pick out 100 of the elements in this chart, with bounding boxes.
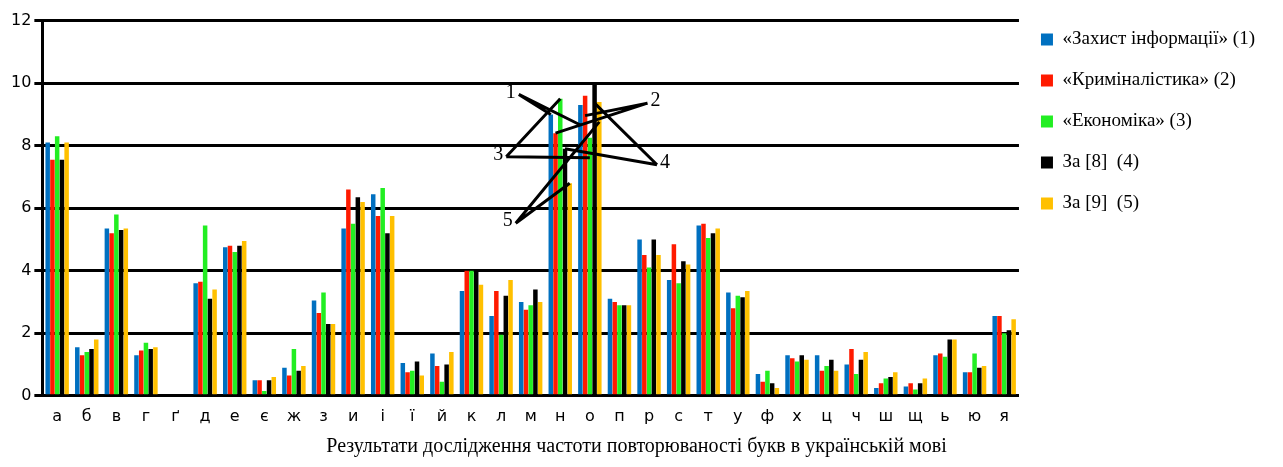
bar — [701, 223, 706, 395]
x-tick-label: ц — [821, 405, 833, 425]
x-tick-label: ф — [760, 405, 775, 425]
bar — [223, 247, 228, 395]
y-tick-label: 6 — [21, 197, 32, 217]
x-tick-label: з — [319, 405, 328, 425]
bar — [282, 367, 287, 395]
y-tick-label: 0 — [21, 384, 32, 404]
bar — [726, 292, 731, 395]
bar — [642, 255, 647, 395]
bar — [464, 270, 469, 395]
bar — [360, 201, 365, 395]
bar — [75, 347, 80, 395]
bar — [469, 270, 474, 395]
bar — [908, 383, 913, 395]
bar — [933, 355, 938, 395]
x-tick-label: г — [141, 405, 151, 425]
bar — [597, 101, 602, 395]
bar — [893, 372, 898, 395]
bar — [617, 305, 622, 395]
x-tick-label: р — [643, 405, 655, 425]
bar — [153, 347, 158, 395]
annotation: 1 — [505, 79, 516, 102]
bar — [64, 142, 69, 395]
y-tick-label: 2 — [21, 322, 32, 342]
x-tick-label: б — [81, 405, 92, 425]
bar — [715, 228, 720, 395]
bar — [676, 283, 681, 395]
x-tick-label: я — [999, 405, 1009, 425]
bar — [430, 353, 435, 395]
x-tick-label: х — [792, 405, 802, 425]
x-tick-label: д — [199, 405, 211, 425]
x-tick-label: ґ — [171, 405, 180, 425]
bar — [301, 366, 306, 395]
x-tick-label: ш — [878, 405, 894, 425]
bar — [997, 316, 1002, 395]
x-tick-label: у — [733, 405, 743, 425]
bar — [745, 291, 750, 395]
bar — [257, 380, 262, 395]
bar — [410, 370, 415, 395]
bar — [508, 280, 513, 395]
bar — [50, 159, 55, 395]
x-tick-label: т — [703, 405, 713, 425]
bar — [553, 133, 558, 395]
bar — [45, 142, 50, 395]
bar — [760, 381, 765, 395]
bar — [321, 292, 326, 395]
bar — [612, 302, 617, 395]
annotation: 4 — [659, 150, 670, 173]
bar — [528, 305, 533, 395]
bar — [874, 387, 879, 395]
bar — [785, 355, 790, 395]
text: Результати дослідження частоти повторюваності букв в українській мові — [326, 434, 948, 458]
bar — [824, 366, 829, 395]
bar — [1011, 319, 1016, 395]
bar — [449, 352, 454, 395]
bar — [903, 386, 909, 395]
x-tick-label: е — [229, 405, 240, 425]
x-tick-label: є — [259, 405, 269, 425]
bar — [405, 372, 410, 395]
bar — [765, 370, 770, 395]
bar — [637, 239, 642, 395]
bar — [262, 391, 267, 395]
legend-label: «Економіка» (3) — [1062, 109, 1192, 132]
bar — [232, 251, 237, 395]
bar — [578, 105, 583, 395]
x-tick-label: с — [674, 405, 684, 425]
bar — [913, 389, 918, 395]
x-tick-label: й — [436, 405, 448, 425]
x-tick-label: і — [380, 405, 385, 425]
bar — [341, 228, 346, 395]
legend-label: За [8] (4) — [1062, 150, 1139, 173]
y-tick-label: 10 — [11, 72, 32, 92]
x-tick-label: к — [466, 405, 477, 425]
bar — [346, 189, 351, 395]
bar — [494, 291, 499, 395]
y-tick-label: 4 — [21, 259, 32, 279]
annotation: 5 — [502, 208, 513, 231]
x-tick-label: н — [555, 405, 566, 425]
bar — [558, 98, 563, 395]
bar — [972, 353, 977, 395]
x-tick-label: ч — [851, 405, 861, 425]
x-tick-label: а — [52, 405, 63, 425]
y-tick-label: 8 — [21, 134, 32, 154]
x-tick-label: п — [614, 405, 625, 425]
x-tick-label: ю — [967, 405, 982, 425]
bar — [212, 289, 217, 395]
bar — [114, 214, 119, 395]
x-tick-label: щ — [907, 405, 923, 425]
bar — [656, 255, 661, 395]
x-tick-label: ь — [940, 405, 950, 425]
annotation: 2 — [650, 88, 661, 111]
x-tick-label: о — [584, 405, 595, 425]
x-tick-label: л — [495, 405, 507, 425]
bar — [198, 281, 203, 395]
x-tick-label: ї — [409, 405, 416, 425]
bar — [952, 339, 957, 395]
bar — [109, 233, 114, 395]
y-tick-label: 12 — [11, 9, 32, 29]
bar — [804, 359, 809, 395]
